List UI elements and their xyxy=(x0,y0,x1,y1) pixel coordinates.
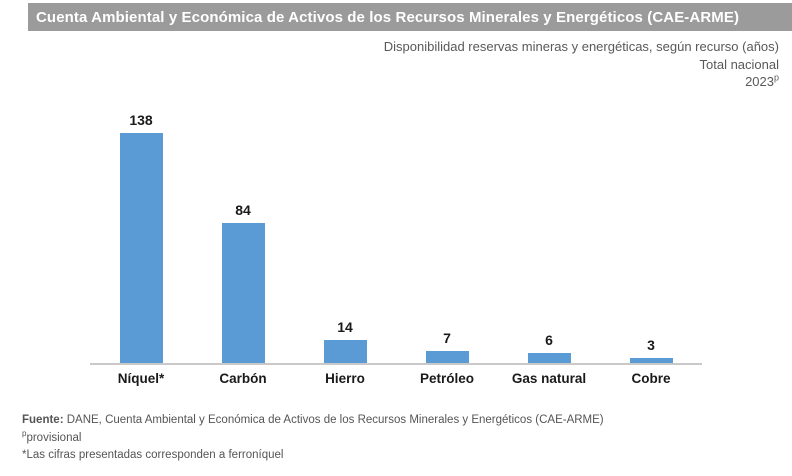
chart-subtitle: Disponibilidad reservas mineras y energé… xyxy=(384,38,779,91)
x-axis-category-labels: Níquel* Carbón Hierro Petróleo Gas natural Co… xyxy=(90,371,702,386)
source-text: DANE, Cuenta Ambiental y Económica de Ac… xyxy=(66,414,604,426)
bar-column-carbon: 84 xyxy=(192,109,294,363)
category-label-petroleo: Petróleo xyxy=(419,371,474,386)
bar-column-gas-natural: 6 xyxy=(498,109,600,363)
bar-value-label-carbon: 84 xyxy=(235,202,251,218)
bar-column-petroleo: 7 xyxy=(396,109,498,363)
category-label-gas-natural: Gas natural xyxy=(511,371,587,386)
x-axis-line xyxy=(90,363,702,365)
category-label-hierro: Hierro xyxy=(325,371,365,386)
category-label-cobre: Cobre xyxy=(631,371,671,386)
source-label: Fuente: xyxy=(22,414,64,426)
bar-value-label-cobre: 3 xyxy=(647,337,655,353)
provisional-text: provisional xyxy=(26,431,82,444)
bar-gas-natural xyxy=(527,353,571,363)
provisional-note: pprovisional xyxy=(22,428,782,448)
bar-petroleo xyxy=(425,351,469,363)
page-title: Cuenta Ambiental y Económica de Activos … xyxy=(36,8,740,26)
bar-value-label-petroleo: 7 xyxy=(443,330,451,346)
bar-carbon xyxy=(221,223,265,363)
year-text: 2023 xyxy=(745,74,774,89)
header-banner: Cuenta Ambiental y Económica de Activos … xyxy=(28,3,792,31)
bar-cobre xyxy=(629,358,673,363)
category-label-niquel: Níquel* xyxy=(117,371,165,386)
source-note: Fuente: DANE, Cuenta Ambiental y Económi… xyxy=(22,412,782,430)
asterisk-note: *Las cifras presentadas corresponden a f… xyxy=(22,449,284,461)
subtitle-year: 2023p xyxy=(384,73,779,91)
bar-chart-plot-area: 138 84 14 7 6 3 xyxy=(90,109,702,363)
bar-value-label-hierro: 14 xyxy=(337,319,353,335)
bar-niquel xyxy=(119,133,163,363)
bar-value-label-niquel: 138 xyxy=(129,112,153,128)
footer-notes: Fuente: DANE, Cuenta Ambiental y Económi… xyxy=(22,412,782,465)
bar-column-cobre: 3 xyxy=(600,109,702,363)
subtitle-line-2: Total nacional xyxy=(699,56,780,72)
year-superscript: p xyxy=(773,72,779,83)
bar-column-niquel: 138 xyxy=(90,109,192,363)
bar-value-label-gas-natural: 6 xyxy=(545,332,553,348)
category-label-carbon: Carbón xyxy=(219,371,267,386)
subtitle-line-1: Disponibilidad reservas mineras y energé… xyxy=(383,39,779,54)
provisional-superscript: p xyxy=(22,428,27,438)
bar-hierro xyxy=(323,340,367,363)
bar-column-hierro: 14 xyxy=(294,109,396,363)
